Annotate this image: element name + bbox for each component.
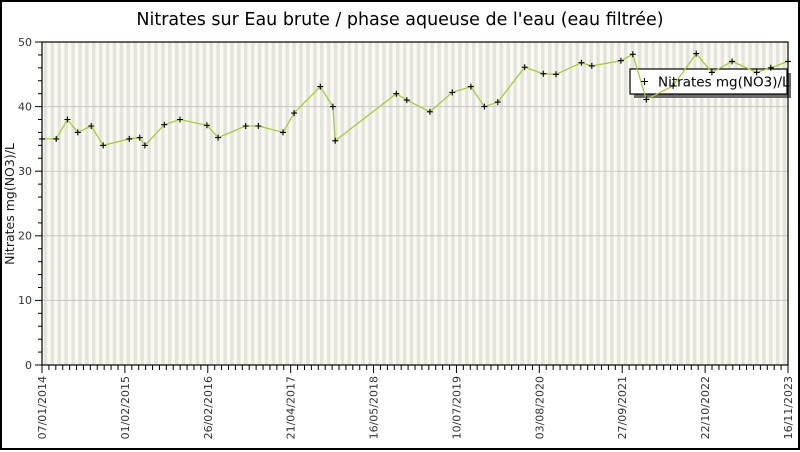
x-tick-label: 21/04/2017 [285, 376, 298, 439]
x-tick-label: 22/10/2022 [699, 376, 712, 439]
y-tick-label: 10 [18, 294, 32, 307]
x-tick-label: 07/01/2014 [36, 376, 49, 439]
legend-box [629, 68, 788, 95]
axes-and-ticks: 07/01/2014 01/02/2015 26/02/2016 21/04/2017… [18, 36, 795, 440]
x-tick-label: 03/08/2020 [533, 376, 546, 439]
x-tick-label: 10/07/2019 [450, 376, 463, 439]
legend-entry: Nitrates mg(NO3)/L [641, 75, 790, 91]
y-tick-label: 20 [18, 230, 32, 243]
x-tick-label: 16/11/2023 [782, 376, 795, 439]
x-tick-label: 01/02/2015 [119, 376, 132, 439]
x-tick-label: 26/02/2016 [202, 376, 215, 439]
legend-marker-icon [641, 78, 648, 85]
y-tick-label: 40 [18, 100, 32, 113]
x-tick-label: 16/05/2018 [368, 376, 381, 439]
chart-title: Nitrates sur Eau brute / phase aqueuse d… [136, 10, 663, 30]
plot-border [41, 41, 789, 366]
x-tick-label: 27/09/2021 [616, 376, 629, 439]
legend-label: Nitrates mg(NO3)/L [658, 75, 790, 91]
y-tick-label: 0 [25, 359, 32, 372]
y-tick-label: 50 [18, 36, 32, 49]
legend [629, 68, 791, 98]
y-tick-label: 30 [18, 165, 32, 178]
y-axis-title: Nitrates mg(NO3)/L [2, 143, 17, 265]
